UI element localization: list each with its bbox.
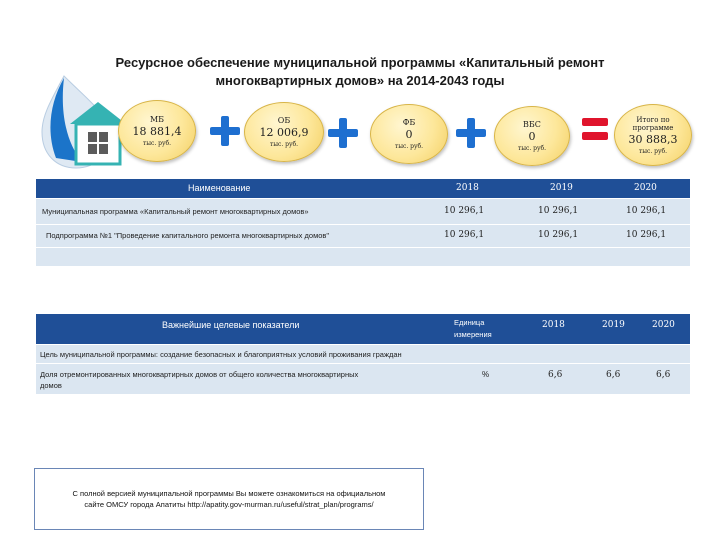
plus-icon: [328, 118, 358, 148]
funding-total-label: Итого по программе: [632, 115, 674, 132]
funding-vbs-value: 0: [528, 130, 536, 143]
table2-row-name-line2: домов: [40, 381, 62, 390]
table1-row2-name: Подпрограмма №1 "Проведение капитального…: [46, 231, 330, 240]
funding-fb-label: ФБ: [402, 118, 416, 127]
table2-header-unit-line1: Единица: [454, 318, 485, 327]
table1-row1-2020: 10 296,1: [626, 206, 667, 216]
funding-ob-circle: ОБ 12 006,9 тыс. руб.: [244, 102, 324, 162]
funding-fb-circle: ФБ 0 тыс. руб.: [370, 104, 448, 164]
funding-vbs-circle: ВБС 0 тыс. руб.: [494, 106, 570, 166]
funding-total-value: 30 888,3: [628, 132, 678, 146]
funding-vbs-label: ВБС: [523, 120, 541, 129]
funding-ob-value: 12 006,9: [259, 126, 309, 139]
footer-note-line1: С полной версией муниципальной программы…: [72, 489, 386, 498]
table2-header-2019: 2019: [602, 320, 625, 330]
funding-mb-circle: МБ 18 881,4 тыс. руб.: [118, 100, 196, 162]
table-row-empty: [36, 248, 690, 267]
table-row: Подпрограмма №1 "Проведение капитального…: [36, 225, 690, 248]
table2-row-2018: 6,6: [548, 370, 563, 380]
plus-icon: [456, 118, 486, 148]
plus-icon: [210, 116, 240, 146]
footer-note-line2: сайте ОМСУ города Апатиты http://apatity…: [84, 500, 374, 509]
funding-ob-unit: тыс. руб.: [269, 141, 299, 148]
title-line-1: Ресурсное обеспечение муниципальной прог…: [115, 55, 605, 70]
house-drop-logo-icon: [41, 75, 126, 169]
table1-row2-2019: 10 296,1: [538, 230, 579, 240]
funding-vbs-unit: тыс. руб.: [517, 145, 547, 152]
table1-row2-2018: 10 296,1: [444, 230, 485, 240]
table1-header-name: Наименование: [188, 183, 251, 193]
table2-row-2019: 6,6: [606, 370, 621, 380]
page-title: Ресурсное обеспечение муниципальной прог…: [100, 54, 620, 90]
table2-header-2020: 2020: [652, 320, 675, 330]
funding-ob-label: ОБ: [277, 116, 291, 125]
funding-mb-value: 18 881,4: [132, 125, 182, 138]
funding-fb-value: 0: [405, 128, 413, 141]
table2-empty-area: [36, 395, 690, 470]
table1-header-2018: 2018: [456, 183, 479, 193]
table2-row-name-line1: Доля отремонтированных многоквартирных д…: [40, 370, 359, 379]
table2-header-2018: 2018: [542, 320, 565, 330]
table1-row1-2019: 10 296,1: [538, 206, 579, 216]
title-line-2: многоквартирных домов» на 2014-2043 годы: [215, 73, 505, 88]
table2-header-unit-line2: измерения: [454, 330, 492, 339]
table1-header-2019: 2019: [550, 183, 573, 193]
table1-row2-2020: 10 296,1: [626, 230, 667, 240]
table1-row1-name: Муниципальная программа «Капитальный рем…: [42, 207, 309, 216]
table2-header-name: Важнейшие целевые показатели: [162, 320, 300, 330]
footer-note: С полной версией муниципальной программы…: [34, 468, 424, 530]
table1-header: Наименование 2018 2019 2020: [36, 179, 690, 198]
funding-total-unit: тыс. руб.: [638, 147, 668, 155]
funding-mb-label: МБ: [149, 115, 165, 124]
table2-row-2020: 6,6: [656, 370, 671, 380]
funding-mb-unit: тыс. руб.: [142, 140, 172, 147]
table2-header: Важнейшие целевые показатели Единица изм…: [36, 314, 690, 344]
funding-fb-unit: тыс. руб.: [394, 143, 424, 150]
table-row: Доля отремонтированных многоквартирных д…: [36, 364, 690, 395]
table1-row1-2018: 10 296,1: [444, 206, 485, 216]
table2-goal: Цель муниципальной программы: создание б…: [40, 350, 402, 359]
table1-header-2020: 2020: [634, 183, 657, 193]
table2-goal-row: Цель муниципальной программы: создание б…: [36, 345, 690, 364]
table2-row-unit: %: [482, 370, 490, 379]
funding-total-circle: Итого по программе 30 888,3 тыс. руб.: [614, 104, 692, 166]
table-row: Муниципальная программа «Капитальный рем…: [36, 199, 690, 225]
equals-icon: [582, 114, 608, 144]
